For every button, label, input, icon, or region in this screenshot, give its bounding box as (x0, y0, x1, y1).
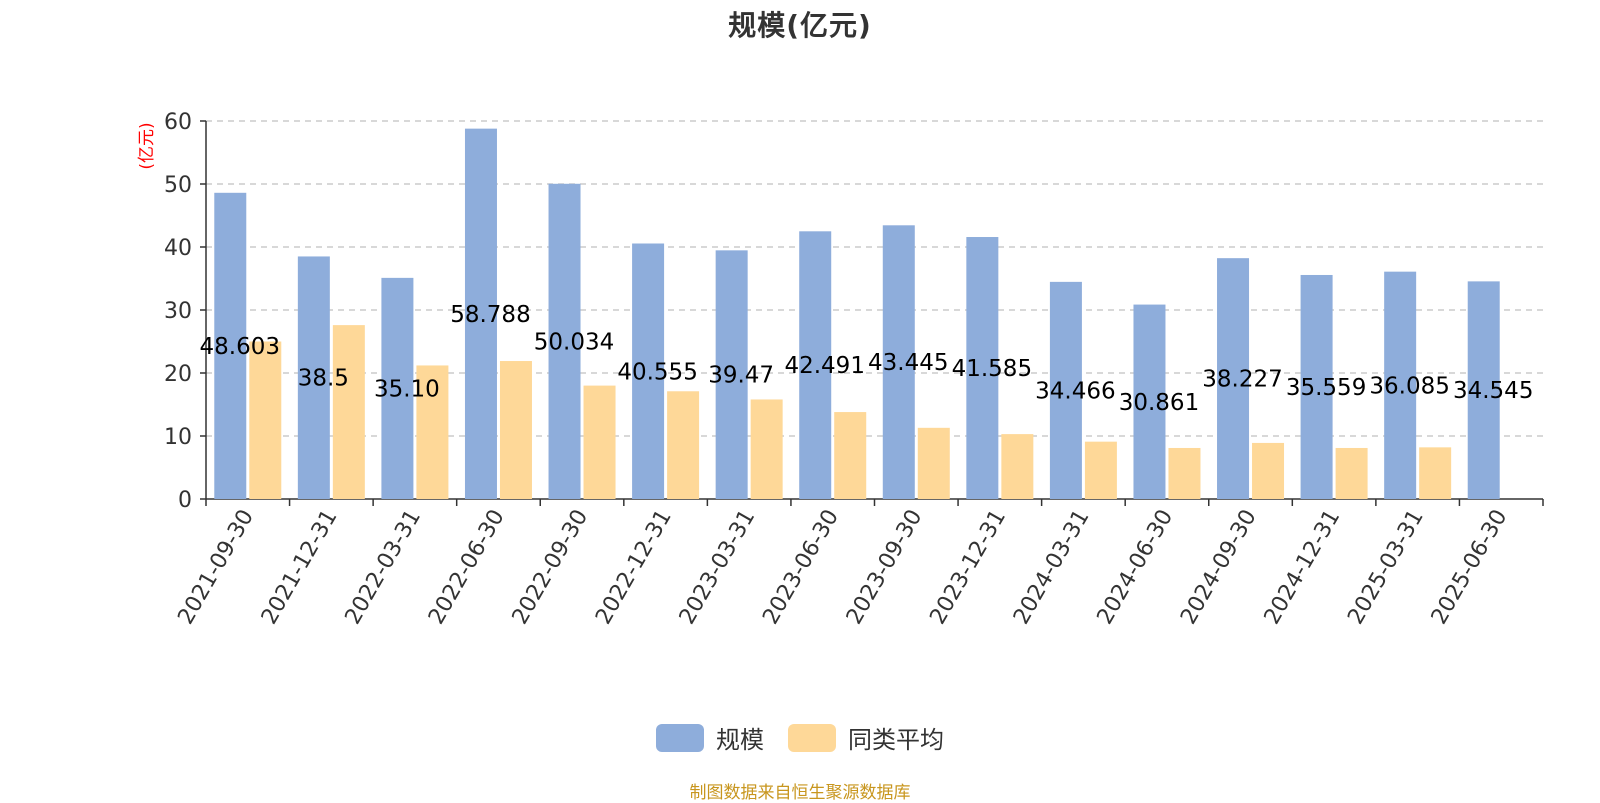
legend: 规模 同类平均 (0, 720, 1600, 755)
bar-peer-average (1335, 447, 1368, 499)
bar-scale (882, 225, 915, 499)
bar-peer-average (332, 325, 365, 499)
y-tick-label: 30 (164, 299, 192, 324)
y-axis-label: (亿元) (137, 122, 157, 169)
y-tick-label: 10 (164, 425, 192, 450)
data-label-scale: 36.085 (1369, 373, 1449, 399)
x-tick-labels: 2021-09-302021-12-312022-03-312022-06-30… (173, 506, 1512, 629)
bar-scale (799, 231, 832, 499)
x-tick-label: 2022-06-30 (424, 506, 510, 629)
data-label-scale: 38.227 (1202, 367, 1282, 393)
x-tick-label: 2025-06-30 (1427, 506, 1513, 629)
x-tick-label: 2023-03-31 (675, 506, 761, 629)
x-tick-label: 2023-09-30 (842, 506, 928, 629)
x-tick-label: 2023-06-30 (758, 506, 844, 629)
bar-peer-average (834, 412, 867, 499)
bar-scale (464, 128, 497, 499)
legend-label-peer-average: 同类平均 (848, 726, 944, 754)
chart-title: 规模(亿元) (728, 9, 872, 42)
x-tick-label: 2024-06-30 (1093, 506, 1179, 629)
bar-peer-average (583, 385, 616, 499)
data-label-scale: 48.603 (200, 334, 280, 360)
bar-scale (1133, 304, 1166, 499)
bar-peer-average (750, 399, 783, 499)
y-tick-label: 50 (164, 173, 192, 198)
x-tick-label: 2022-12-31 (591, 506, 677, 629)
data-label-scale: 34.466 (1035, 378, 1115, 404)
data-label-scale: 50.034 (534, 329, 614, 355)
x-tick-label: 2021-12-31 (257, 506, 343, 629)
bar-peer-average (917, 427, 950, 499)
bar-scale (1467, 281, 1500, 499)
bar-scale (1049, 281, 1082, 499)
bar-scale (381, 277, 414, 499)
bars (214, 128, 1500, 500)
x-tick-label: 2024-12-31 (1260, 506, 1346, 629)
bar-scale (1384, 271, 1417, 499)
x-tick-label: 2022-09-30 (508, 506, 594, 629)
x-tick-label: 2025-03-31 (1343, 506, 1429, 629)
data-label-scale: 43.445 (868, 350, 948, 376)
x-tick-label: 2022-03-31 (341, 506, 427, 629)
bar-peer-average (416, 365, 449, 499)
bar-scale (715, 250, 748, 499)
legend-swatch-scale (656, 723, 704, 752)
y-tick-label: 60 (164, 110, 192, 135)
source-note: 制图数据来自恒生聚源数据库 (689, 783, 911, 803)
bar-peer-average (1419, 447, 1452, 499)
data-label-scale: 42.491 (784, 353, 864, 379)
bar-peer-average (249, 341, 282, 499)
bar-scale (1300, 274, 1333, 499)
x-tick-label: 2023-12-31 (925, 506, 1011, 629)
y-tick-label: 40 (164, 236, 192, 261)
x-tick-label: 2024-03-31 (1009, 506, 1095, 629)
y-tick-label: 0 (178, 488, 192, 513)
bar-peer-average (1168, 447, 1201, 499)
bar-scale (548, 183, 581, 499)
y-tick-label: 20 (164, 362, 192, 387)
bar-peer-average (1084, 441, 1117, 499)
data-label-scale: 34.545 (1453, 378, 1533, 404)
bar-scale (297, 256, 330, 499)
bar-scale (1217, 258, 1250, 499)
data-label-scale: 39.47 (708, 363, 774, 389)
data-label-scale: 35.10 (374, 376, 440, 402)
bar-peer-average (1252, 442, 1285, 499)
legend-item-peer-average[interactable]: 同类平均 (788, 720, 944, 755)
data-label-scale: 30.861 (1119, 390, 1199, 416)
data-label-scale: 58.788 (450, 302, 530, 328)
data-label-scale: 41.585 (952, 356, 1032, 382)
bar-scale (966, 237, 999, 499)
data-label-scale: 35.559 (1286, 375, 1366, 401)
x-tick-label: 2024-09-30 (1176, 506, 1262, 629)
bar-peer-average (499, 361, 532, 499)
data-label-scale: 38.5 (298, 366, 349, 392)
legend-item-scale[interactable]: 规模 (656, 720, 764, 755)
legend-swatch-peer-average (788, 723, 836, 752)
bar-peer-average (1001, 434, 1034, 499)
legend-label-scale: 规模 (716, 726, 764, 754)
bar-scale (632, 243, 665, 499)
bar-scale (214, 192, 247, 500)
data-label-scale: 40.555 (617, 359, 697, 385)
x-tick-label: 2021-09-30 (173, 506, 259, 629)
bar-peer-average (667, 391, 700, 499)
